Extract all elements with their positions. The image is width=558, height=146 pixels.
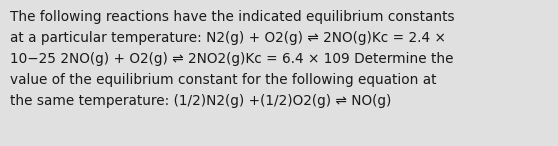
- Text: value of the equilibrium constant for the following equation at: value of the equilibrium constant for th…: [10, 73, 436, 87]
- Text: The following reactions have the indicated equilibrium constants: The following reactions have the indicat…: [10, 10, 455, 24]
- Text: at a particular temperature: N2(g) + O2(g) ⇌ 2NO(g)Kc = 2.4 ×: at a particular temperature: N2(g) + O2(…: [10, 31, 446, 45]
- Text: the same temperature: (1/2)N2(g) +(1/2)O2(g) ⇌ NO(g): the same temperature: (1/2)N2(g) +(1/2)O…: [10, 94, 391, 108]
- Text: 10−25 2NO(g) + O2(g) ⇌ 2NO2(g)Kc = 6.4 × 109 Determine the: 10−25 2NO(g) + O2(g) ⇌ 2NO2(g)Kc = 6.4 ×…: [10, 52, 454, 66]
